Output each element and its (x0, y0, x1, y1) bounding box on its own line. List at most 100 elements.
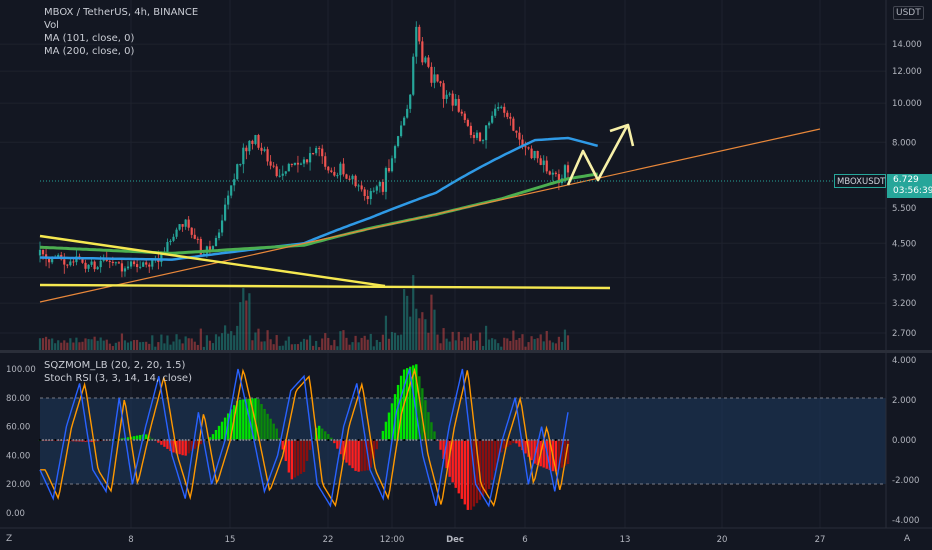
squeeze-dot (66, 439, 69, 441)
squeeze-dot (448, 439, 451, 441)
candle-body (254, 135, 257, 144)
squeeze-dot (521, 439, 524, 441)
squeeze-dot (318, 439, 320, 441)
candle-body (506, 112, 509, 117)
momentum-bar (533, 440, 536, 464)
squeeze-dot (485, 439, 487, 441)
candle-body (202, 253, 205, 255)
squeeze-dot (439, 439, 442, 441)
candle-body (363, 189, 366, 197)
volume-bar (506, 338, 509, 350)
volume-bar (312, 345, 315, 350)
volume-bar (539, 334, 542, 350)
candle-body (393, 146, 397, 159)
volume-bar (475, 340, 479, 350)
candle-body (472, 135, 476, 138)
candle-body (242, 147, 245, 165)
x-tick-label: 15 (225, 535, 236, 545)
volume-bar (339, 331, 342, 350)
momentum-bar (327, 434, 330, 440)
squeeze-dot (512, 439, 515, 441)
volume-bar (308, 335, 312, 350)
y-tick-label: 3.700 (892, 274, 916, 284)
momentum-bar (281, 440, 284, 450)
symbol-title[interactable]: MBOX / TetherUS, 4h, BINANCE (44, 7, 199, 18)
squeeze-dot (181, 439, 184, 441)
volume-bar (48, 339, 51, 350)
sqzmom-label[interactable]: SQZMOM_LB (20, 2, 20, 1.5) (44, 360, 186, 371)
volume-bar (302, 338, 306, 350)
main-y-axis[interactable]: 14.000 12.000 10.000 8.000 5.500 4.500 3.700 3.… (892, 40, 922, 339)
candle-body (38, 249, 42, 256)
candle-body (248, 140, 251, 152)
candle-body (412, 56, 415, 95)
volume-bar (187, 338, 190, 350)
timezone-corner-icon[interactable]: Z (6, 534, 13, 544)
squeeze-dot (90, 439, 93, 441)
candle-body (84, 262, 87, 269)
squeeze-dot (558, 439, 560, 441)
volume-bar (500, 346, 503, 350)
momentum-bar (187, 440, 190, 454)
momentum-bar (469, 440, 473, 510)
volume-bar (478, 332, 482, 350)
squeeze-dot (136, 439, 138, 441)
candle-body (339, 163, 342, 176)
squeeze-dot (190, 439, 193, 441)
symbol-price-tag: MBOXUSDT (834, 174, 886, 188)
squeeze-dot (127, 439, 129, 441)
volume-bar (217, 336, 221, 350)
volume-bar (351, 342, 354, 350)
volume-bar (257, 328, 260, 350)
volume-bar (278, 345, 281, 350)
candle-body (566, 165, 570, 173)
momentum-bar (305, 440, 309, 461)
x-tick-label: 6 (522, 535, 527, 545)
momentum-bar (418, 376, 421, 440)
volume-bar (354, 335, 357, 350)
volume-bar (172, 341, 175, 350)
momentum-bar (433, 431, 436, 440)
squeeze-dot (266, 439, 269, 441)
volume-bar (403, 289, 406, 350)
volume-bar (163, 343, 166, 350)
volume-bar (366, 339, 369, 350)
momentum-bar (245, 399, 248, 440)
candle-body (96, 267, 99, 270)
ma200-label[interactable]: MA (200, close, 0) (44, 46, 135, 57)
vol-label[interactable]: Vol (44, 20, 59, 31)
volume-bar (348, 344, 351, 350)
volume-bar (117, 341, 120, 350)
indicator-right-axis[interactable]: 4.000 2.000 0.000 -2.000 -4.000 (892, 356, 919, 526)
squeeze-dot (84, 439, 87, 441)
candle-body (524, 146, 527, 148)
squeeze-dot (418, 439, 421, 441)
momentum-bar (138, 435, 142, 440)
stoch-rsi-label[interactable]: Stoch RSI (3, 3, 14, 14, close) (44, 373, 192, 384)
squeeze-dot (288, 439, 290, 441)
momentum-bar (348, 440, 351, 466)
squeeze-dot (503, 439, 506, 441)
volume-bar (99, 337, 102, 350)
time-axis[interactable]: 8 15 22 12:00 Dec 6 13 20 27 (128, 535, 825, 545)
x-tick-label: 8 (128, 535, 133, 545)
volume-bar (84, 338, 87, 350)
currency-badge[interactable]: USDT (893, 6, 924, 20)
momentum-bar (424, 400, 427, 440)
momentum-bar (509, 440, 512, 445)
candle-body (536, 150, 539, 159)
candle-body (275, 166, 278, 177)
momentum-bar (563, 440, 567, 466)
squeeze-dot (105, 439, 108, 441)
candle-body (269, 161, 272, 166)
momentum-bar (220, 421, 224, 440)
volume-bar (275, 335, 278, 350)
momentum-bar (451, 440, 454, 483)
candle-body (233, 179, 236, 186)
x-tick-label: 20 (717, 535, 728, 545)
auto-scale-button[interactable]: A (904, 534, 911, 544)
ma101-label[interactable]: MA (101, close, 0) (44, 33, 135, 44)
momentum-bar (260, 404, 263, 440)
momentum-bar (454, 440, 457, 488)
volume-bar (503, 337, 506, 350)
